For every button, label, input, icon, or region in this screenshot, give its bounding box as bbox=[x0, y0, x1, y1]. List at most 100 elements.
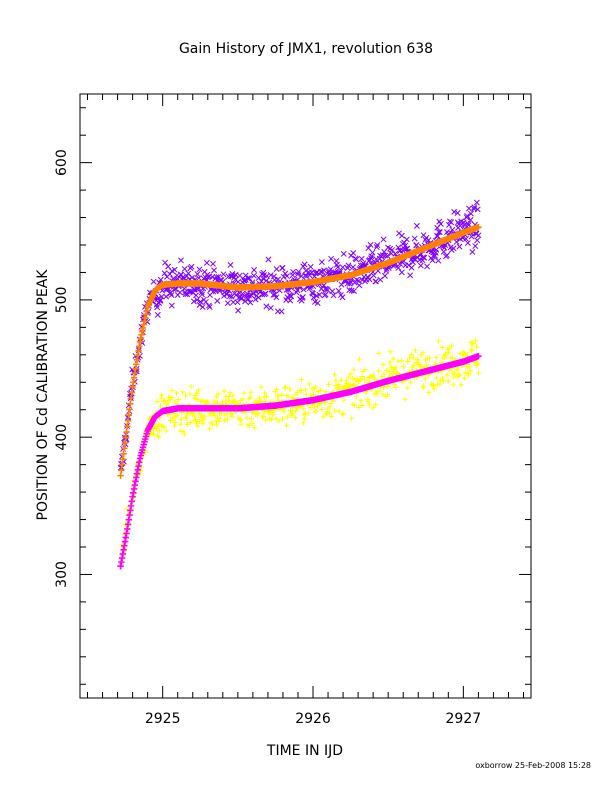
scatter-point bbox=[402, 242, 409, 249]
scatter-point bbox=[367, 241, 374, 248]
scatter-point bbox=[169, 387, 175, 394]
scatter-point bbox=[198, 289, 205, 296]
scatter-point bbox=[199, 412, 205, 418]
scatter-series-0 bbox=[117, 199, 482, 471]
scatter-point bbox=[262, 398, 268, 404]
scatter-point bbox=[362, 376, 368, 383]
scatter-point bbox=[214, 297, 221, 304]
scatter-point bbox=[278, 308, 285, 315]
scatter-point bbox=[195, 275, 202, 281]
scatter-point bbox=[348, 415, 354, 421]
scatter-point bbox=[300, 405, 306, 411]
scatter-point bbox=[247, 299, 254, 306]
scatter-point bbox=[356, 356, 363, 362]
scatter-point bbox=[172, 419, 178, 426]
plot-frame bbox=[79, 93, 532, 699]
scatter-point bbox=[473, 199, 480, 206]
scatter-point bbox=[362, 367, 368, 373]
scatter-point bbox=[327, 404, 333, 410]
axis-ticks bbox=[80, 94, 531, 698]
scatter-point bbox=[400, 363, 407, 369]
scatter-point bbox=[435, 229, 442, 235]
scatter-point bbox=[330, 292, 337, 299]
scatter-point bbox=[197, 418, 203, 424]
fit-point bbox=[475, 352, 482, 360]
scatter-point bbox=[298, 388, 304, 394]
scatter-point bbox=[159, 423, 165, 430]
scatter-point bbox=[188, 263, 195, 270]
scatter-point bbox=[201, 415, 207, 422]
scatter-point bbox=[407, 355, 413, 361]
scatter-point bbox=[466, 205, 472, 212]
scatter-point bbox=[300, 286, 307, 293]
scatter-point bbox=[211, 398, 217, 404]
scatter-point bbox=[224, 300, 231, 307]
scatter-point bbox=[238, 416, 244, 422]
scatter-point bbox=[340, 410, 346, 417]
scatter-point bbox=[449, 355, 455, 361]
scatter-point bbox=[328, 413, 334, 420]
scatter-point bbox=[246, 292, 252, 299]
scatter-point bbox=[463, 235, 469, 242]
fit-point bbox=[124, 417, 132, 424]
scatter-point bbox=[324, 287, 331, 293]
scatter-point bbox=[200, 421, 206, 427]
scatter-point bbox=[226, 293, 233, 300]
scatter-point bbox=[331, 372, 338, 378]
scatter-point bbox=[199, 291, 206, 298]
fit-point bbox=[128, 389, 135, 396]
scatter-point bbox=[319, 406, 325, 413]
scatter-point bbox=[403, 236, 410, 243]
scatter-point bbox=[183, 415, 189, 421]
scatter-point bbox=[173, 390, 180, 396]
scatter-point bbox=[280, 416, 286, 422]
scatter-point bbox=[263, 394, 270, 400]
scatter-point bbox=[289, 410, 295, 417]
scatter-point bbox=[369, 374, 375, 381]
scatter-point bbox=[298, 377, 305, 383]
scatter-point bbox=[321, 267, 327, 274]
scatter-point bbox=[382, 252, 389, 259]
scatter-point bbox=[471, 204, 478, 211]
scatter-point bbox=[228, 410, 234, 417]
scatter-point bbox=[222, 417, 228, 423]
scatter-point bbox=[236, 272, 243, 279]
scatter-point bbox=[370, 272, 377, 279]
scatter-point bbox=[372, 376, 378, 382]
scatter-point bbox=[437, 377, 443, 384]
scatter-point bbox=[216, 288, 223, 294]
scatter-point bbox=[224, 416, 230, 423]
scatter-point bbox=[395, 264, 402, 271]
scatter-point bbox=[258, 384, 264, 390]
scatter-point bbox=[359, 373, 365, 380]
scatter-point bbox=[340, 412, 346, 418]
fit-point bbox=[120, 450, 127, 457]
scatter-point bbox=[159, 392, 165, 398]
scatter-point bbox=[178, 421, 184, 427]
scatter-point bbox=[202, 399, 208, 405]
scatter-point bbox=[441, 378, 447, 385]
scatter-point bbox=[462, 351, 468, 357]
scatter-point bbox=[276, 418, 282, 424]
scatter-point bbox=[468, 348, 474, 354]
scatter-point bbox=[372, 278, 379, 285]
fit-point bbox=[124, 423, 131, 430]
scatter-point bbox=[454, 210, 461, 216]
scatter-point bbox=[150, 278, 157, 285]
scatter-point bbox=[154, 304, 161, 311]
scatter-point bbox=[348, 371, 354, 377]
scatter-point bbox=[469, 249, 476, 255]
fit-point bbox=[127, 395, 135, 402]
scatter-point bbox=[439, 375, 446, 381]
fit-curve-0 bbox=[117, 223, 482, 479]
scatter-point bbox=[453, 238, 460, 245]
scatter-point bbox=[392, 381, 398, 388]
scatter-point bbox=[272, 291, 278, 298]
scatter-point bbox=[199, 304, 206, 310]
scatter-point bbox=[467, 368, 473, 374]
scatter-point bbox=[412, 347, 419, 353]
fit-point bbox=[123, 428, 130, 436]
scatter-point bbox=[247, 394, 253, 400]
scatter-point bbox=[464, 212, 471, 219]
scatter-point bbox=[244, 415, 250, 421]
